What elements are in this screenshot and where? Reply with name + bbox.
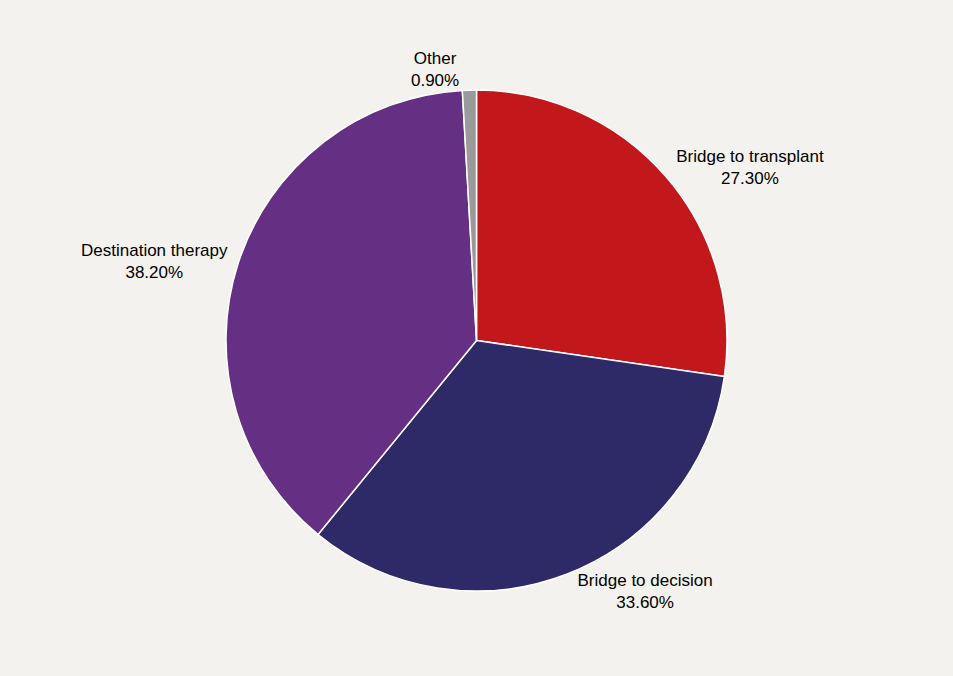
svg-text:Bridge to decision33.60%: Bridge to decision33.60% (578, 571, 713, 612)
svg-text:Other0.90%: Other0.90% (411, 49, 459, 90)
svg-text:Bridge to transplant27.30%: Bridge to transplant27.30% (676, 147, 824, 188)
svg-text:Destination therapy38.20%: Destination therapy38.20% (81, 241, 228, 282)
